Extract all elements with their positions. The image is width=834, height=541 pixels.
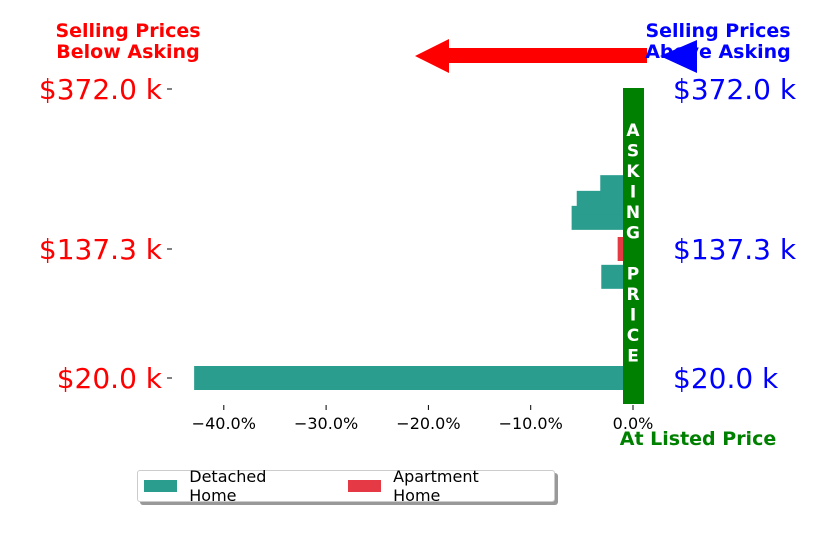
- asking-price-letter-8: R: [626, 285, 639, 305]
- x-tick-label-1: −30.0%: [294, 414, 358, 433]
- asking-price-letter-2: K: [626, 162, 640, 182]
- asking-price-letter-10: C: [627, 326, 639, 346]
- right-price-labels: $372.0 k $137.3 k $20.0 k: [673, 73, 797, 395]
- asking-price-letter-1: S: [627, 142, 639, 162]
- left-price-label-2: $20.0 k: [57, 362, 163, 395]
- asking-price-bar: [623, 88, 644, 404]
- arrows-layer: [415, 39, 697, 73]
- above-asking-line-2: Above Asking: [645, 41, 791, 63]
- legend-swatch-detached: [144, 480, 178, 492]
- right-price-label-1: $137.3 k: [673, 233, 797, 266]
- x-tick-label-3: −10.0%: [499, 414, 563, 433]
- asking-price-letter-4: N: [626, 203, 640, 223]
- blue-arrow-left: [660, 40, 697, 73]
- red-arrow-left: [415, 39, 647, 73]
- asking-price-letter-11: E: [627, 347, 639, 367]
- right-price-label-0: $372.0 k: [673, 73, 797, 106]
- asking-price-letter-7: P: [627, 265, 639, 285]
- x-tick-label-2: −20.0%: [396, 414, 460, 433]
- below-asking-line-2: Below Asking: [56, 41, 200, 63]
- left-price-label-1: $137.3 k: [39, 233, 163, 266]
- above-asking-header: Selling Prices Above Asking: [620, 21, 816, 63]
- legend: Detached Home Apartment Home: [137, 467, 555, 505]
- x-tick-label-0: −40.0%: [192, 414, 256, 433]
- at-listed-price-label: At Listed Price: [620, 428, 776, 450]
- detached-bar-0: [194, 366, 633, 390]
- asking-price-letter-3: I: [630, 183, 636, 203]
- bars-layer: [194, 175, 633, 390]
- legend-swatch-apartment: [347, 480, 382, 492]
- legend-label-detached: Detached Home: [189, 467, 267, 505]
- legend-item-detached: Detached Home: [144, 467, 316, 505]
- above-asking-line-1: Selling Prices: [645, 20, 791, 42]
- asking-price-letter-0: A: [626, 121, 640, 141]
- below-asking-line-1: Selling Prices: [55, 20, 201, 42]
- asking-price-letter-5: G: [626, 224, 640, 244]
- x-tick-label-4: 0.0%: [613, 414, 654, 433]
- left-price-labels: $372.0 k $137.3 k $20.0 k: [39, 73, 172, 395]
- right-price-label-2: $20.0 k: [673, 362, 779, 395]
- x-axis: −40.0% −30.0% −20.0% −10.0% 0.0%: [192, 405, 654, 433]
- left-price-label-0: $372.0 k: [39, 73, 163, 106]
- asking-price-letter-9: I: [630, 306, 636, 326]
- legend-item-apartment: Apartment Home: [347, 467, 528, 505]
- legend-label-apartment: Apartment Home: [393, 467, 479, 505]
- below-asking-header: Selling Prices Below Asking: [30, 21, 226, 63]
